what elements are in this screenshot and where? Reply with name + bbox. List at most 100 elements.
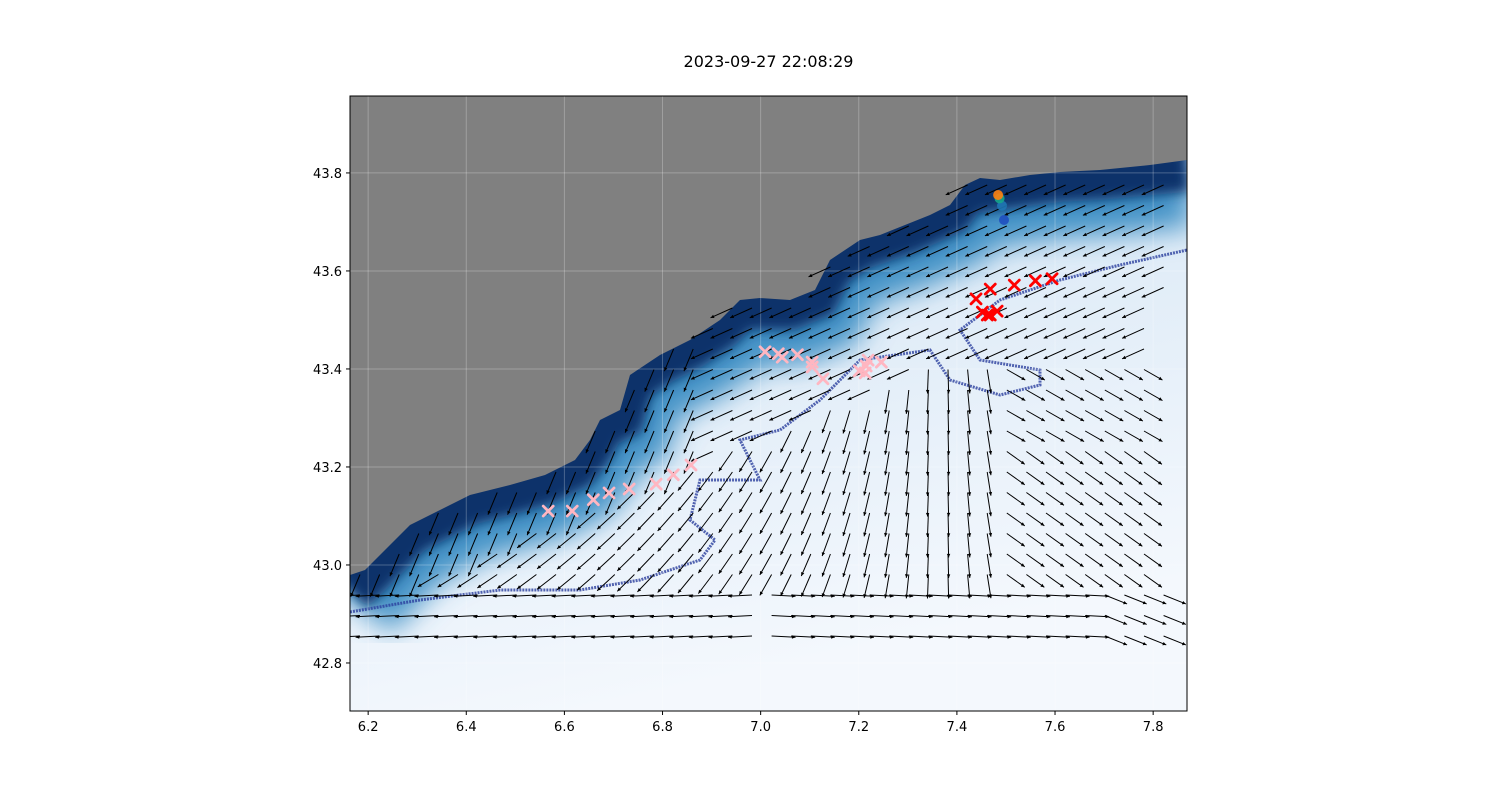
arrow-shaft bbox=[657, 492, 674, 511]
arrow-head bbox=[759, 550, 764, 555]
arrow-head bbox=[828, 335, 833, 339]
current-arrow bbox=[1023, 287, 1047, 298]
arrow-head bbox=[842, 552, 846, 557]
arrow-shaft bbox=[842, 451, 851, 475]
current-arrow bbox=[1104, 512, 1124, 527]
arrow-head bbox=[1024, 232, 1029, 236]
current-arrow bbox=[428, 533, 439, 556]
arrow-shaft bbox=[788, 307, 812, 319]
current-arrow bbox=[718, 574, 733, 595]
arrow-shaft bbox=[800, 430, 812, 454]
arrow-head bbox=[597, 525, 601, 530]
current-arrow bbox=[1082, 328, 1106, 339]
arrow-shaft bbox=[967, 512, 971, 537]
arrow-head bbox=[906, 232, 911, 236]
arrow-shaft bbox=[800, 471, 812, 495]
current-arrow bbox=[1045, 512, 1065, 527]
arrow-shaft bbox=[800, 533, 812, 556]
arrow-head bbox=[1157, 460, 1162, 465]
arrow-shaft bbox=[1104, 574, 1124, 588]
arrow-head bbox=[926, 294, 931, 298]
arrow-shaft bbox=[473, 635, 498, 638]
arrow-shaft bbox=[987, 615, 1012, 618]
arrow-shaft bbox=[827, 348, 851, 360]
current-arrow bbox=[1026, 471, 1045, 486]
current-arrow bbox=[1163, 635, 1187, 646]
arrow-shaft bbox=[1026, 594, 1051, 597]
arrow-head bbox=[1079, 460, 1084, 465]
arrow-shaft bbox=[637, 512, 655, 531]
arrow-shaft bbox=[947, 533, 950, 558]
arrow-shaft bbox=[1082, 225, 1106, 237]
arrow-shaft bbox=[967, 471, 971, 496]
current-arrow bbox=[821, 574, 831, 598]
current-arrow bbox=[1124, 451, 1143, 465]
arrow-head bbox=[566, 490, 570, 495]
arrow-head bbox=[448, 531, 452, 536]
arrow-head bbox=[984, 273, 989, 277]
x-tick-label: 7.6 bbox=[1045, 720, 1066, 735]
current-arrow bbox=[867, 307, 890, 319]
arrow-shaft bbox=[496, 574, 518, 589]
current-arrow bbox=[1143, 574, 1163, 588]
arrow-head bbox=[945, 335, 950, 339]
pink-x-marker bbox=[791, 348, 804, 362]
current-arrow bbox=[624, 410, 635, 433]
current-arrow bbox=[863, 471, 871, 496]
arrow-shaft bbox=[1065, 553, 1084, 568]
arrow-shaft bbox=[780, 492, 792, 515]
current-arrow bbox=[729, 410, 753, 421]
arrow-head bbox=[984, 294, 989, 298]
current-arrow bbox=[1004, 348, 1027, 360]
current-arrow bbox=[738, 492, 753, 514]
arrow-shaft bbox=[1082, 287, 1106, 298]
arrow-shaft bbox=[630, 594, 655, 597]
arrow-head bbox=[965, 294, 970, 298]
arrow-shaft bbox=[905, 389, 910, 414]
current-arrow bbox=[800, 533, 812, 556]
arrow-head bbox=[988, 450, 993, 455]
arrow-head bbox=[1099, 481, 1104, 485]
arrow-shaft bbox=[849, 594, 874, 597]
arrow-head bbox=[1043, 253, 1048, 257]
arrow-shaft bbox=[780, 430, 792, 453]
current-arrow bbox=[904, 389, 910, 414]
arrow-shaft bbox=[926, 451, 929, 476]
arrow-head bbox=[1141, 294, 1146, 298]
arrow-shaft bbox=[697, 553, 714, 574]
x-tick-label: 6.4 bbox=[456, 720, 477, 735]
current-arrow bbox=[1124, 492, 1143, 506]
arrow-shaft bbox=[886, 348, 910, 360]
arrow-head bbox=[517, 544, 522, 548]
arrow-shaft bbox=[847, 246, 870, 257]
arrow-head bbox=[512, 614, 517, 619]
arrow-shaft bbox=[788, 389, 812, 401]
arrow-head bbox=[1004, 191, 1009, 195]
arrow-head bbox=[925, 594, 930, 599]
arrow-head bbox=[904, 430, 909, 435]
arrow-head bbox=[532, 614, 536, 619]
arrow-shaft bbox=[729, 348, 753, 360]
arrow-head bbox=[657, 588, 662, 593]
current-arrow bbox=[1124, 471, 1143, 486]
arrow-head bbox=[884, 409, 888, 414]
arrow-shaft bbox=[1102, 348, 1125, 360]
arrow-shaft bbox=[596, 533, 616, 551]
arrow-head bbox=[1024, 273, 1029, 277]
arrow-head bbox=[664, 469, 668, 474]
arrow-shaft bbox=[663, 348, 675, 372]
arrow-shaft bbox=[532, 615, 557, 618]
arrow-head bbox=[780, 489, 784, 494]
current-arrow bbox=[788, 410, 812, 421]
current-arrow bbox=[1063, 246, 1086, 257]
arrow-head bbox=[847, 273, 852, 277]
arrow-head bbox=[1082, 253, 1087, 257]
current-arrow bbox=[536, 533, 557, 549]
current-arrow bbox=[1065, 430, 1085, 442]
arrow-shaft bbox=[1121, 328, 1145, 339]
arrow-head bbox=[749, 437, 754, 441]
arrow-head bbox=[468, 531, 472, 536]
current-arrow bbox=[821, 492, 831, 516]
arrow-shaft bbox=[906, 225, 929, 237]
current-arrow bbox=[1006, 451, 1026, 465]
